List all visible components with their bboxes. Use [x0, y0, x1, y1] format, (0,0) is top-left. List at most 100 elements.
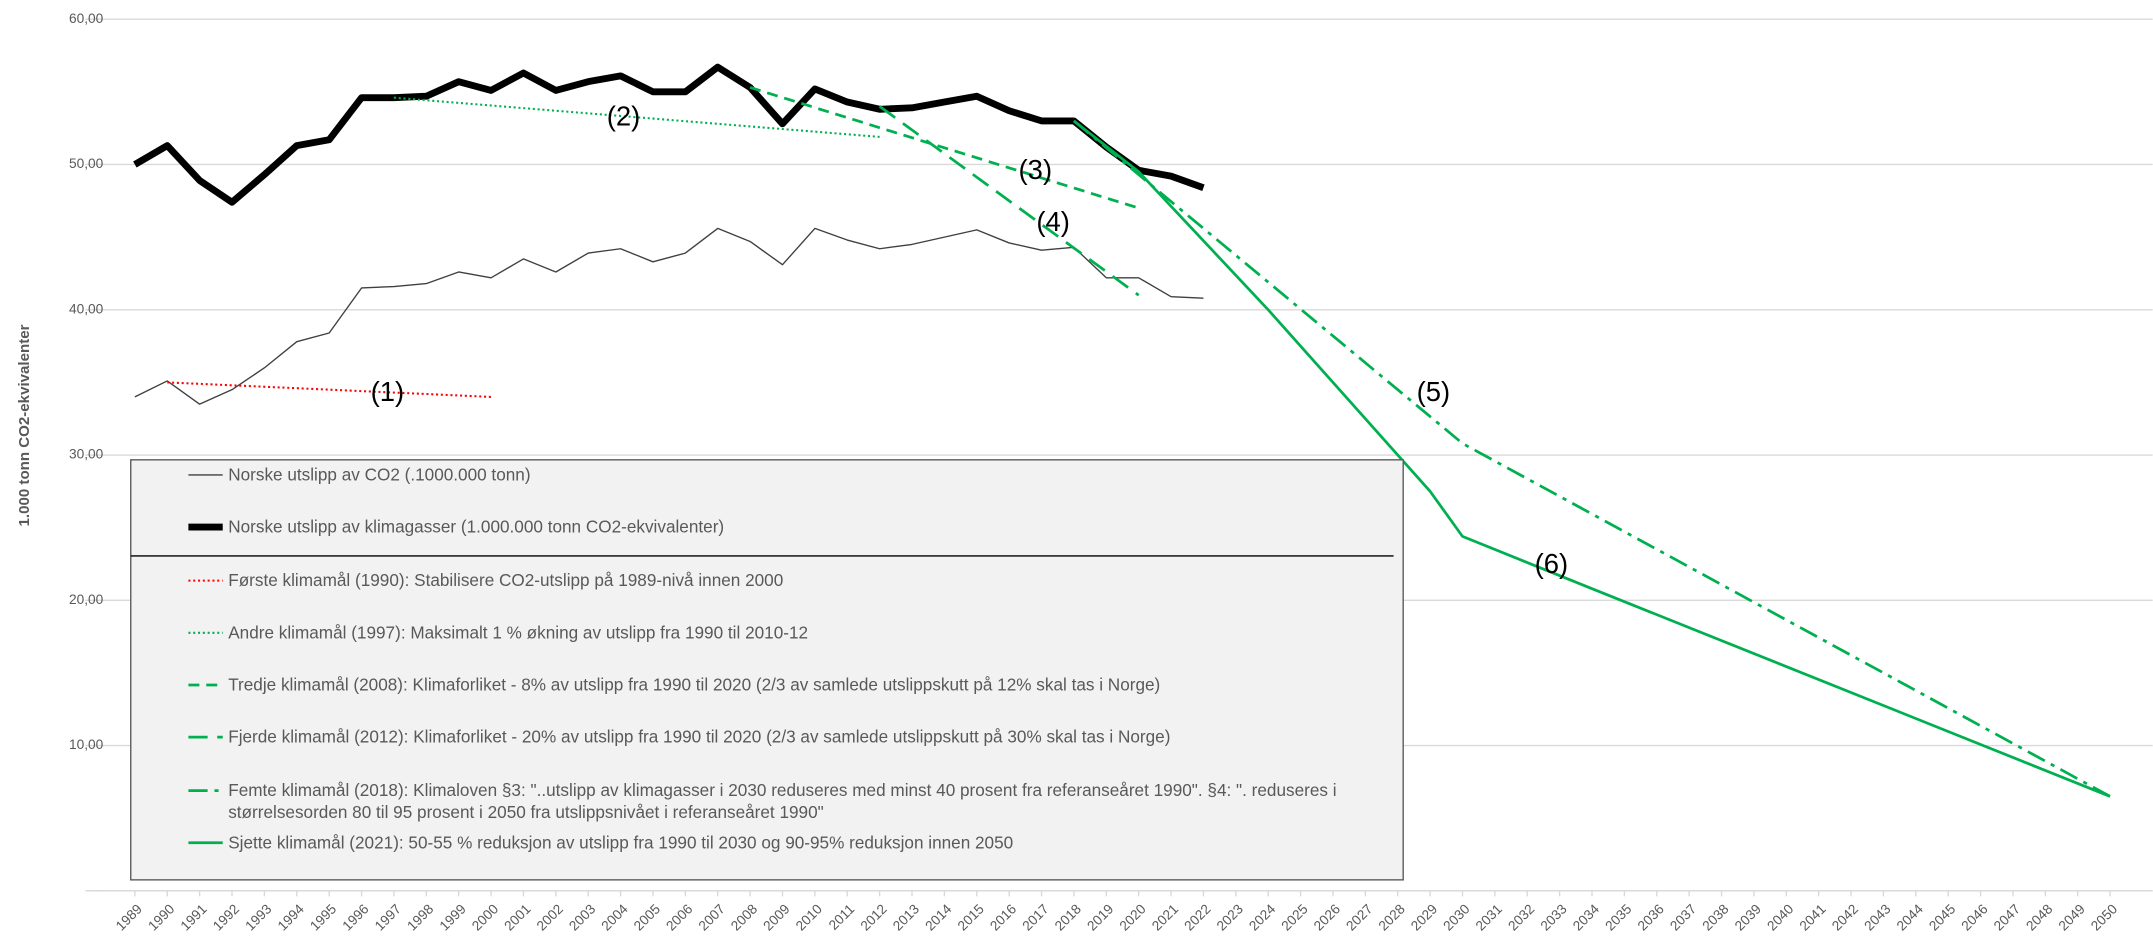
x-tick-label: 2033	[1538, 901, 1570, 933]
x-tick-label: 2016	[987, 901, 1019, 933]
y-tick-label: 40,00	[69, 301, 104, 316]
x-tick-label: 2023	[1214, 901, 1246, 933]
x-tick-label: 2018	[1052, 901, 1084, 933]
series-line	[167, 381, 492, 398]
x-tick-label: 2025	[1279, 901, 1311, 933]
x-tick-label: 2047	[1991, 901, 2023, 933]
x-tick-label: 2036	[1635, 901, 1667, 933]
annotation: (4)	[1036, 206, 1070, 237]
legend-label: Første klimamål (1990): Stabilisere CO2-…	[228, 571, 784, 591]
y-tick-label: -	[99, 882, 104, 897]
legend-entry: Tredje klimamål (2008): Klimaforliket - …	[228, 675, 1161, 695]
series-line	[134, 227, 1204, 405]
x-tick-label: 2043	[1861, 901, 1893, 933]
y-tick-label: 50,00	[69, 156, 104, 171]
annotation: (2)	[607, 100, 641, 131]
x-tick-label: 1990	[145, 901, 177, 933]
x-tick-label: 2009	[760, 901, 792, 933]
x-tick-label: 1999	[437, 901, 469, 933]
x-tick-label: 2026	[1311, 901, 1343, 933]
x-tick-label: 2022	[1181, 901, 1213, 933]
x-tick-label: 2006	[663, 901, 695, 933]
x-tick-label: 2029	[1408, 901, 1440, 933]
x-tick-label: 1998	[404, 901, 436, 933]
x-tick-label: 2030	[1440, 901, 1472, 933]
x-tick-label: 1997	[372, 901, 404, 933]
x-tick-label: 1993	[242, 901, 274, 933]
x-tick-label: 2017	[1020, 901, 1052, 933]
x-tick-label: 2050	[2088, 901, 2120, 933]
x-tick-label: 2008	[728, 901, 760, 933]
y-axis-label: 1.000 tonn CO2-ekvivalenter	[16, 324, 33, 526]
x-tick-label: 2003	[566, 901, 598, 933]
legend-label: Sjette klimamål (2021): 50-55 % reduksjo…	[228, 833, 1014, 853]
x-tick-label: 2040	[1764, 901, 1796, 933]
y-tick-label: 60,00	[69, 11, 104, 26]
x-tick-label: 2044	[1894, 901, 1926, 933]
x-tick-label: 2019	[1084, 901, 1116, 933]
annotation: (3)	[1019, 154, 1053, 185]
legend-box	[130, 459, 1404, 881]
legend-label: Fjerde klimamål (2012): Klimaforliket - …	[228, 727, 1171, 747]
x-tick-label: 2012	[858, 901, 890, 933]
x-tick-label: 2011	[826, 901, 857, 932]
x-tick-label: 2007	[696, 901, 728, 933]
series-line	[878, 105, 1140, 297]
legend-label: Norske utslipp av klimagasser (1.000.000…	[228, 517, 725, 537]
legend-entry: Andre klimamål (1997): Maksimalt 1 % økn…	[228, 623, 809, 643]
x-tick-label: 1994	[275, 901, 307, 933]
legend-entry: Fjerde klimamål (2012): Klimaforliket - …	[228, 727, 1171, 747]
legend-label: Tredje klimamål (2008): Klimaforliket - …	[228, 675, 1161, 695]
legend-entry: Første klimamål (1990): Stabilisere CO2-…	[228, 571, 784, 591]
y-tick-label: 10,00	[69, 737, 104, 752]
x-tick-label: 1991	[178, 901, 210, 933]
x-tick-label: 2001	[501, 901, 533, 933]
x-tick-label: 2002	[534, 901, 566, 933]
x-tick-label: 2038	[1700, 901, 1732, 933]
x-tick-label: 2015	[955, 901, 987, 933]
x-tick-label: 2037	[1667, 901, 1699, 933]
annotation: (6)	[1535, 548, 1569, 579]
legend-entry: Sjette klimamål (2021): 50-55 % reduksjo…	[228, 833, 1014, 853]
x-tick-label: 2041	[1797, 901, 1829, 933]
x-tick-label: 2049	[2056, 901, 2088, 933]
x-tick-label: 2045	[1926, 901, 1958, 933]
x-tick-label: 2046	[1959, 901, 1991, 933]
x-tick-label: 2024	[1246, 901, 1278, 933]
x-tick-label: 2031	[1473, 901, 1505, 933]
x-tick-label: 1989	[113, 901, 145, 933]
x-tick-label: 2034	[1570, 901, 1602, 933]
y-tick-label: 30,00	[69, 447, 104, 462]
x-tick-label: 2039	[1732, 901, 1764, 933]
x-tick-label: 2028	[1376, 901, 1408, 933]
legend-label: Norske utslipp av CO2 (.1000.000 tonn)	[228, 465, 531, 485]
x-tick-label: 2013	[890, 901, 922, 933]
annotation: (1)	[371, 376, 405, 407]
x-tick-label: 2004	[599, 901, 631, 933]
x-tick-label: 2027	[1343, 901, 1375, 933]
x-tick-label: 2020	[1117, 901, 1149, 933]
legend-entry: Norske utslipp av klimagasser (1.000.000…	[228, 517, 725, 537]
x-tick-label: 2005	[631, 901, 663, 933]
legend-entry: Norske utslipp av CO2 (.1000.000 tonn)	[228, 465, 531, 485]
legend-label: Femte klimamål (2018): Klimaloven §3: ".…	[228, 781, 1337, 823]
x-tick-label: 1996	[340, 901, 372, 933]
legend-entry: Femte klimamål (2018): Klimaloven §3: ".…	[228, 781, 1337, 823]
x-tick-label: 1992	[210, 901, 242, 933]
x-tick-label: 2021	[1149, 901, 1181, 933]
x-tick-label: 2014	[922, 901, 954, 933]
x-tick-label: 2000	[469, 901, 501, 933]
x-tick-label: 2010	[793, 901, 825, 933]
legend-label: Andre klimamål (1997): Maksimalt 1 % økn…	[228, 623, 809, 643]
series-line	[749, 86, 1140, 210]
x-tick-label: 2042	[1829, 901, 1861, 933]
annotation: (5)	[1417, 376, 1451, 407]
series-line	[1073, 119, 2111, 798]
x-tick-label: 2048	[2023, 901, 2055, 933]
x-tick-label: 1995	[307, 901, 339, 933]
series-line	[133, 63, 1205, 206]
y-tick-label: 20,00	[69, 592, 104, 607]
x-tick-label: 2032	[1505, 901, 1537, 933]
